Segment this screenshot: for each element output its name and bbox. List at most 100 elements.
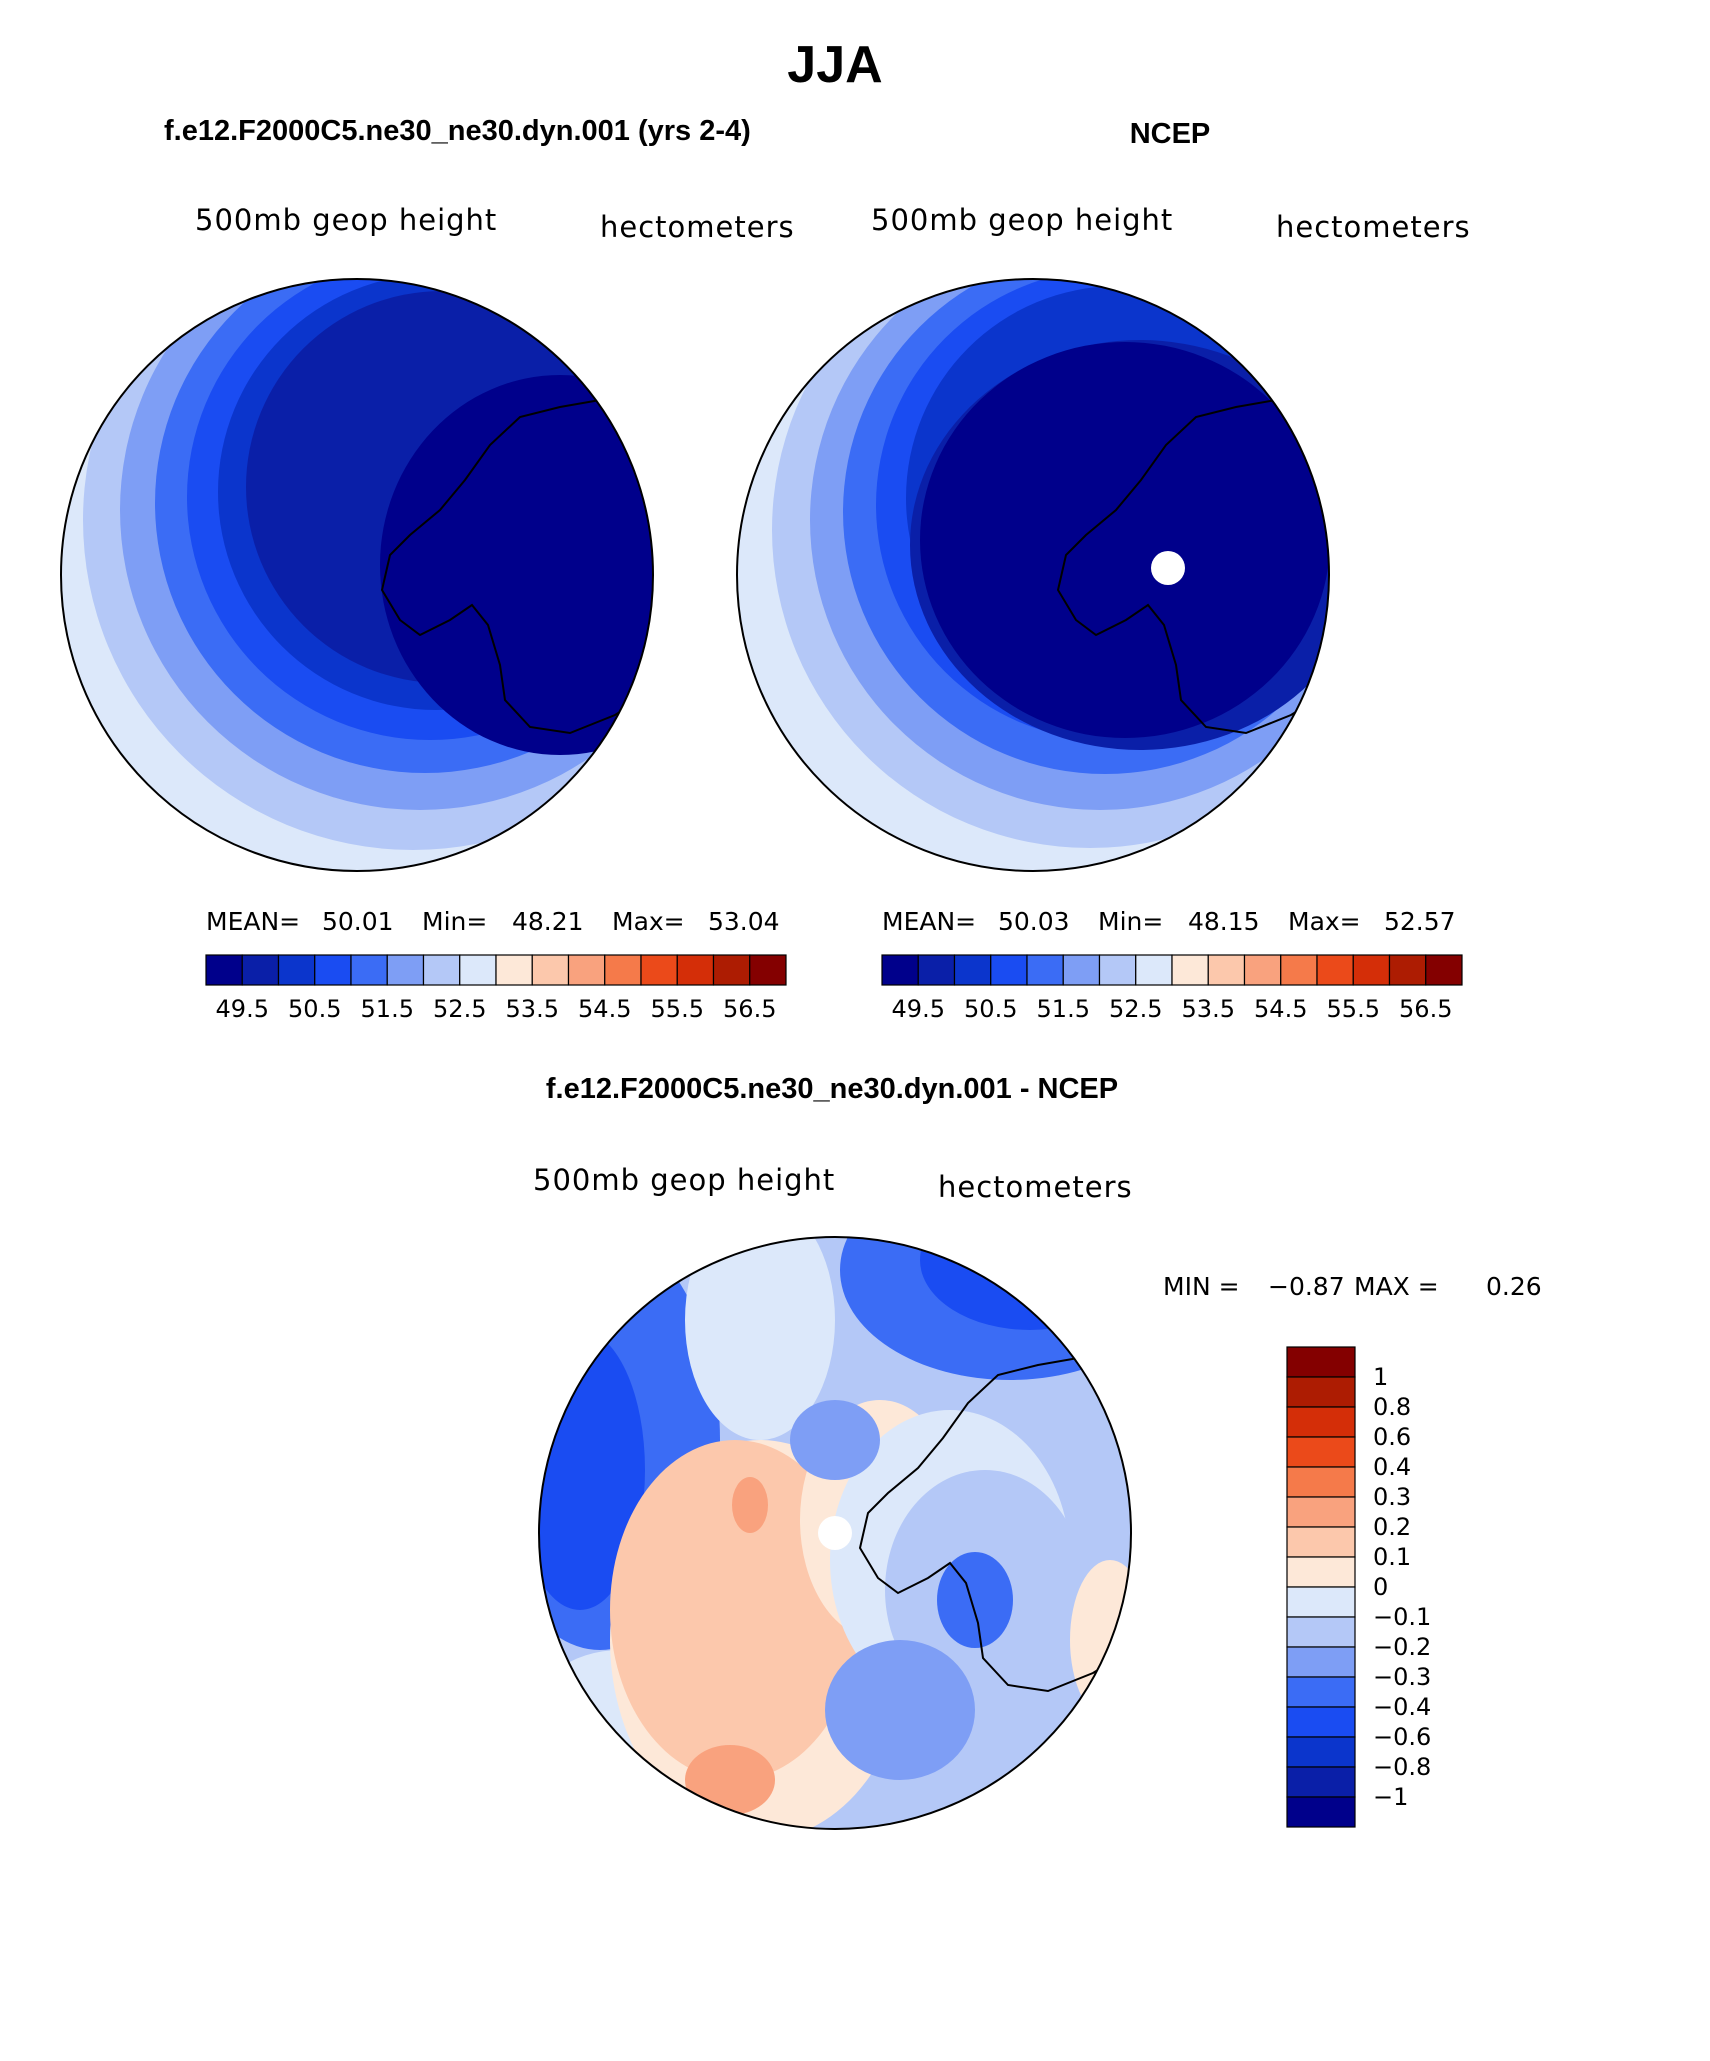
panel-diff-colorbar-swatch <box>1286 1556 1356 1588</box>
panel-diff-colorbar-swatch <box>1286 1466 1356 1498</box>
panel-model-max-label: Max= <box>612 907 685 936</box>
panel-diff-colorbar-tick-label: 0.3 <box>1373 1483 1411 1511</box>
panel-model-colorbar-swatch <box>422 954 461 986</box>
panel-model-colorbar-swatch <box>495 954 533 986</box>
panel-model-colorbar-tick-label: 50.5 <box>288 995 341 1023</box>
panel-diff-colorbar-tick-label: 0 <box>1373 1573 1388 1601</box>
panel-diff-max-value: 0.26 <box>1486 1272 1542 1301</box>
panel-ncep-colorbar-swatch <box>1207 954 1246 986</box>
panel-diff-colorbar-swatch <box>1286 1496 1356 1528</box>
panel-diff-header: f.e12.F2000C5.ne30_ne30.dyn.001 - NCEP <box>546 1073 1118 1105</box>
panel-diff-colorbar-swatch <box>1286 1796 1356 1828</box>
panel-diff-map <box>539 1237 1131 1829</box>
panel-diff-colorbar-tick-label: −0.6 <box>1373 1723 1431 1751</box>
panel-ncep-colorbar-tick-label: 52.5 <box>1109 995 1162 1023</box>
panel-model-colorbar: 49.5 50.5 51.5 52.5 53.5 54.5 55.5 56.5 <box>205 954 787 1023</box>
panel-model-colorbar-swatch <box>567 954 606 986</box>
panel-diff-units: hectometers <box>938 1170 1133 1204</box>
panel-ncep-colorbar-swatch <box>953 954 992 986</box>
panel-ncep-colorbar-swatch <box>1425 954 1463 986</box>
panel-model-colorbar-swatch <box>350 954 388 986</box>
panel-diff-colorbar-tick-label: 0.4 <box>1373 1453 1411 1481</box>
panel-diff-colorbar-tick-label: 1 <box>1373 1363 1388 1391</box>
panel-model-map-border <box>60 278 654 872</box>
panel-ncep-colorbar-swatch <box>1316 954 1354 986</box>
panel-model-colorbar-swatch <box>712 954 751 986</box>
panel-model-colorbar-swatch <box>640 954 678 986</box>
panel-diff-min-value: −0.87 <box>1268 1272 1345 1301</box>
figure-title: JJA <box>787 36 882 94</box>
panel-ncep-colorbar-tick-label: 50.5 <box>964 995 1017 1023</box>
panel-model-max-value: 53.04 <box>708 907 780 936</box>
panel-diff-colorbar-swatch <box>1286 1706 1356 1738</box>
panel-diff-colorbar-swatch <box>1286 1676 1356 1708</box>
panel-diff-colorbar-tick-label: 0.8 <box>1373 1393 1411 1421</box>
panel-diff-colorbar-tick-label: 0.2 <box>1373 1513 1411 1541</box>
panel-ncep-map <box>737 279 1329 871</box>
panel-model-colorbar-swatch <box>604 954 642 986</box>
panel-model-colorbar-swatch <box>749 954 787 986</box>
panel-ncep-mean-value: 50.03 <box>998 907 1070 936</box>
panel-model-colorbar-tick-label: 51.5 <box>361 995 414 1023</box>
panel-diff-colorbar-swatch <box>1286 1376 1356 1408</box>
panel-model-min-value: 48.21 <box>512 907 584 936</box>
panel-ncep-colorbar-tick-label: 49.5 <box>892 995 945 1023</box>
panel-diff-max-label: MAX = <box>1354 1272 1439 1301</box>
panel-model-colorbar-swatch <box>531 954 570 986</box>
panel-ncep-map-border <box>736 278 1330 872</box>
panel-ncep-colorbar-swatch <box>1098 954 1137 986</box>
panel-ncep-colorbar-tick-label: 54.5 <box>1254 995 1307 1023</box>
panel-diff-colorbar-tick-label: 0.6 <box>1373 1423 1411 1451</box>
panel-model-colorbar-tick-label: 53.5 <box>506 995 559 1023</box>
panel-diff-colorbar-swatch <box>1286 1346 1356 1378</box>
panel-model-mean-value: 50.01 <box>322 907 394 936</box>
panel-model-colorbar-swatch <box>386 954 425 986</box>
panel-diff-colorbar-tick-label: −1 <box>1373 1783 1408 1811</box>
panel-model-stats: MEAN= 50.01 Min= 48.21 Max= 53.04 <box>206 907 780 936</box>
panel-ncep-colorbar-swatch <box>1280 954 1318 986</box>
panel-ncep-units: hectometers <box>1276 210 1471 244</box>
panel-model-colorbar-swatch <box>241 954 280 986</box>
panel-diff-colorbar-tick-label: −0.4 <box>1373 1693 1431 1721</box>
panel-ncep-max-label: Max= <box>1288 907 1361 936</box>
panel-model-map <box>61 279 653 871</box>
panel-diff-colorbar-swatch <box>1286 1436 1356 1468</box>
panel-ncep-colorbar-swatch <box>1352 954 1391 986</box>
panel-diff-colorbar-tick-label: −0.8 <box>1373 1753 1431 1781</box>
panel-ncep-header: NCEP <box>1130 118 1211 150</box>
panel-diff-colorbar: 10.80.60.40.30.20.10−0.1−0.2−0.3−0.4−0.6… <box>1286 1346 1431 1828</box>
panel-ncep-colorbar: 49.5 50.5 51.5 52.5 53.5 54.5 55.5 56.5 <box>881 954 1463 1023</box>
panel-model-header: f.e12.F2000C5.ne30_ne30.dyn.001 (yrs 2-4… <box>164 115 751 147</box>
panel-ncep-colorbar-swatch <box>917 954 956 986</box>
panel-model-colorbar-tick-label: 49.5 <box>216 995 269 1023</box>
panel-model-colorbar-tick-label: 54.5 <box>578 995 631 1023</box>
panel-model: f.e12.F2000C5.ne30_ne30.dyn.001 (yrs 2-4… <box>60 115 795 1023</box>
panel-model-colorbar-swatch <box>676 954 715 986</box>
panel-ncep-colorbar-swatch <box>1388 954 1427 986</box>
panel-model-variable: 500mb geop height <box>195 203 497 237</box>
panel-diff-colorbar-swatch <box>1286 1406 1356 1438</box>
panel-diff-colorbar-swatch <box>1286 1616 1356 1648</box>
panel-model-colorbar-swatch <box>277 954 316 986</box>
panel-ncep-colorbar-tick-label: 53.5 <box>1182 995 1235 1023</box>
panel-model-units: hectometers <box>600 210 795 244</box>
panel-diff-colorbar-tick-label: −0.3 <box>1373 1663 1431 1691</box>
panel-ncep-colorbar-tick-label: 51.5 <box>1037 995 1090 1023</box>
panel-model-colorbar-tick-label: 55.5 <box>651 995 704 1023</box>
panel-diff-map-border <box>538 1236 1132 1830</box>
panel-diff-colorbar-swatch <box>1286 1766 1356 1798</box>
panel-ncep-colorbar-swatch <box>990 954 1028 986</box>
panel-ncep-variable: 500mb geop height <box>871 203 1173 237</box>
panel-ncep-min-label: Min= <box>1098 907 1163 936</box>
panel-ncep: NCEP 500mb geop height hectometers MEAN=… <box>736 118 1471 1023</box>
panel-diff-colorbar-tick-label: 0.1 <box>1373 1543 1411 1571</box>
panel-model-colorbar-tick-label: 52.5 <box>433 995 486 1023</box>
panel-diff-min-label: MIN = <box>1163 1272 1240 1301</box>
panel-diff-colorbar-tick-label: −0.2 <box>1373 1633 1431 1661</box>
panel-ncep-max-value: 52.57 <box>1384 907 1456 936</box>
panel-diff-colorbar-swatch <box>1286 1736 1356 1768</box>
panel-diff-colorbar-swatch <box>1286 1646 1356 1678</box>
panel-diff-variable: 500mb geop height <box>533 1163 835 1197</box>
panel-ncep-colorbar-swatch <box>1062 954 1101 986</box>
